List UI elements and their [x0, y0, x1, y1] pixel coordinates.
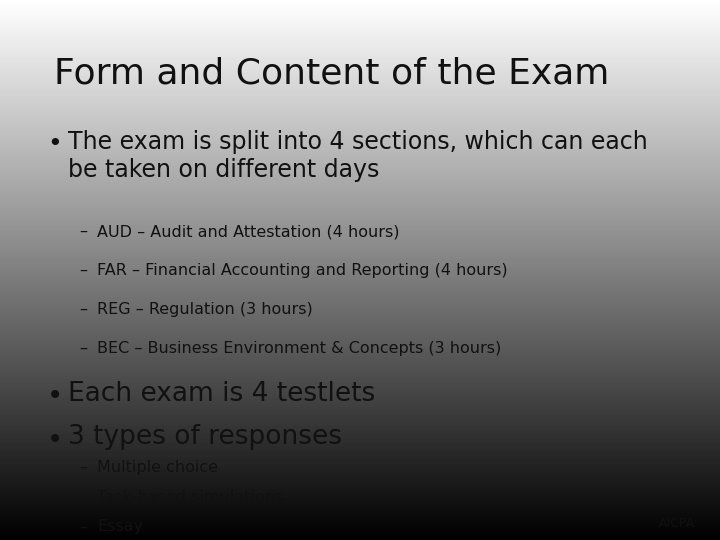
Text: Multiple choice: Multiple choice [97, 460, 218, 475]
Text: –: – [79, 490, 87, 505]
Text: •: • [47, 382, 63, 410]
Text: Task-based simulations: Task-based simulations [97, 490, 284, 505]
Text: Each exam is 4 testlets: Each exam is 4 testlets [68, 381, 376, 407]
Text: –: – [79, 224, 87, 239]
Text: –: – [79, 460, 87, 475]
Text: •: • [47, 426, 63, 454]
Text: Form and Content of the Exam: Form and Content of the Exam [54, 57, 609, 91]
Text: FAR – Financial Accounting and Reporting (4 hours): FAR – Financial Accounting and Reporting… [97, 263, 508, 278]
Text: AICPA: AICPA [659, 517, 695, 530]
Text: AUD – Audit and Attestation (4 hours): AUD – Audit and Attestation (4 hours) [97, 224, 400, 239]
Text: •: • [47, 132, 61, 156]
Text: BEC – Business Environment & Concepts (3 hours): BEC – Business Environment & Concepts (3… [97, 341, 501, 356]
Text: The exam is split into 4 sections, which can each
be taken on different days: The exam is split into 4 sections, which… [68, 130, 648, 183]
Text: –: – [79, 519, 87, 535]
Text: Essay: Essay [97, 519, 143, 535]
Text: –: – [79, 263, 87, 278]
Text: –: – [79, 341, 87, 356]
Text: 3 types of responses: 3 types of responses [68, 424, 343, 450]
Text: –: – [79, 302, 87, 317]
Text: REG – Regulation (3 hours): REG – Regulation (3 hours) [97, 302, 313, 317]
